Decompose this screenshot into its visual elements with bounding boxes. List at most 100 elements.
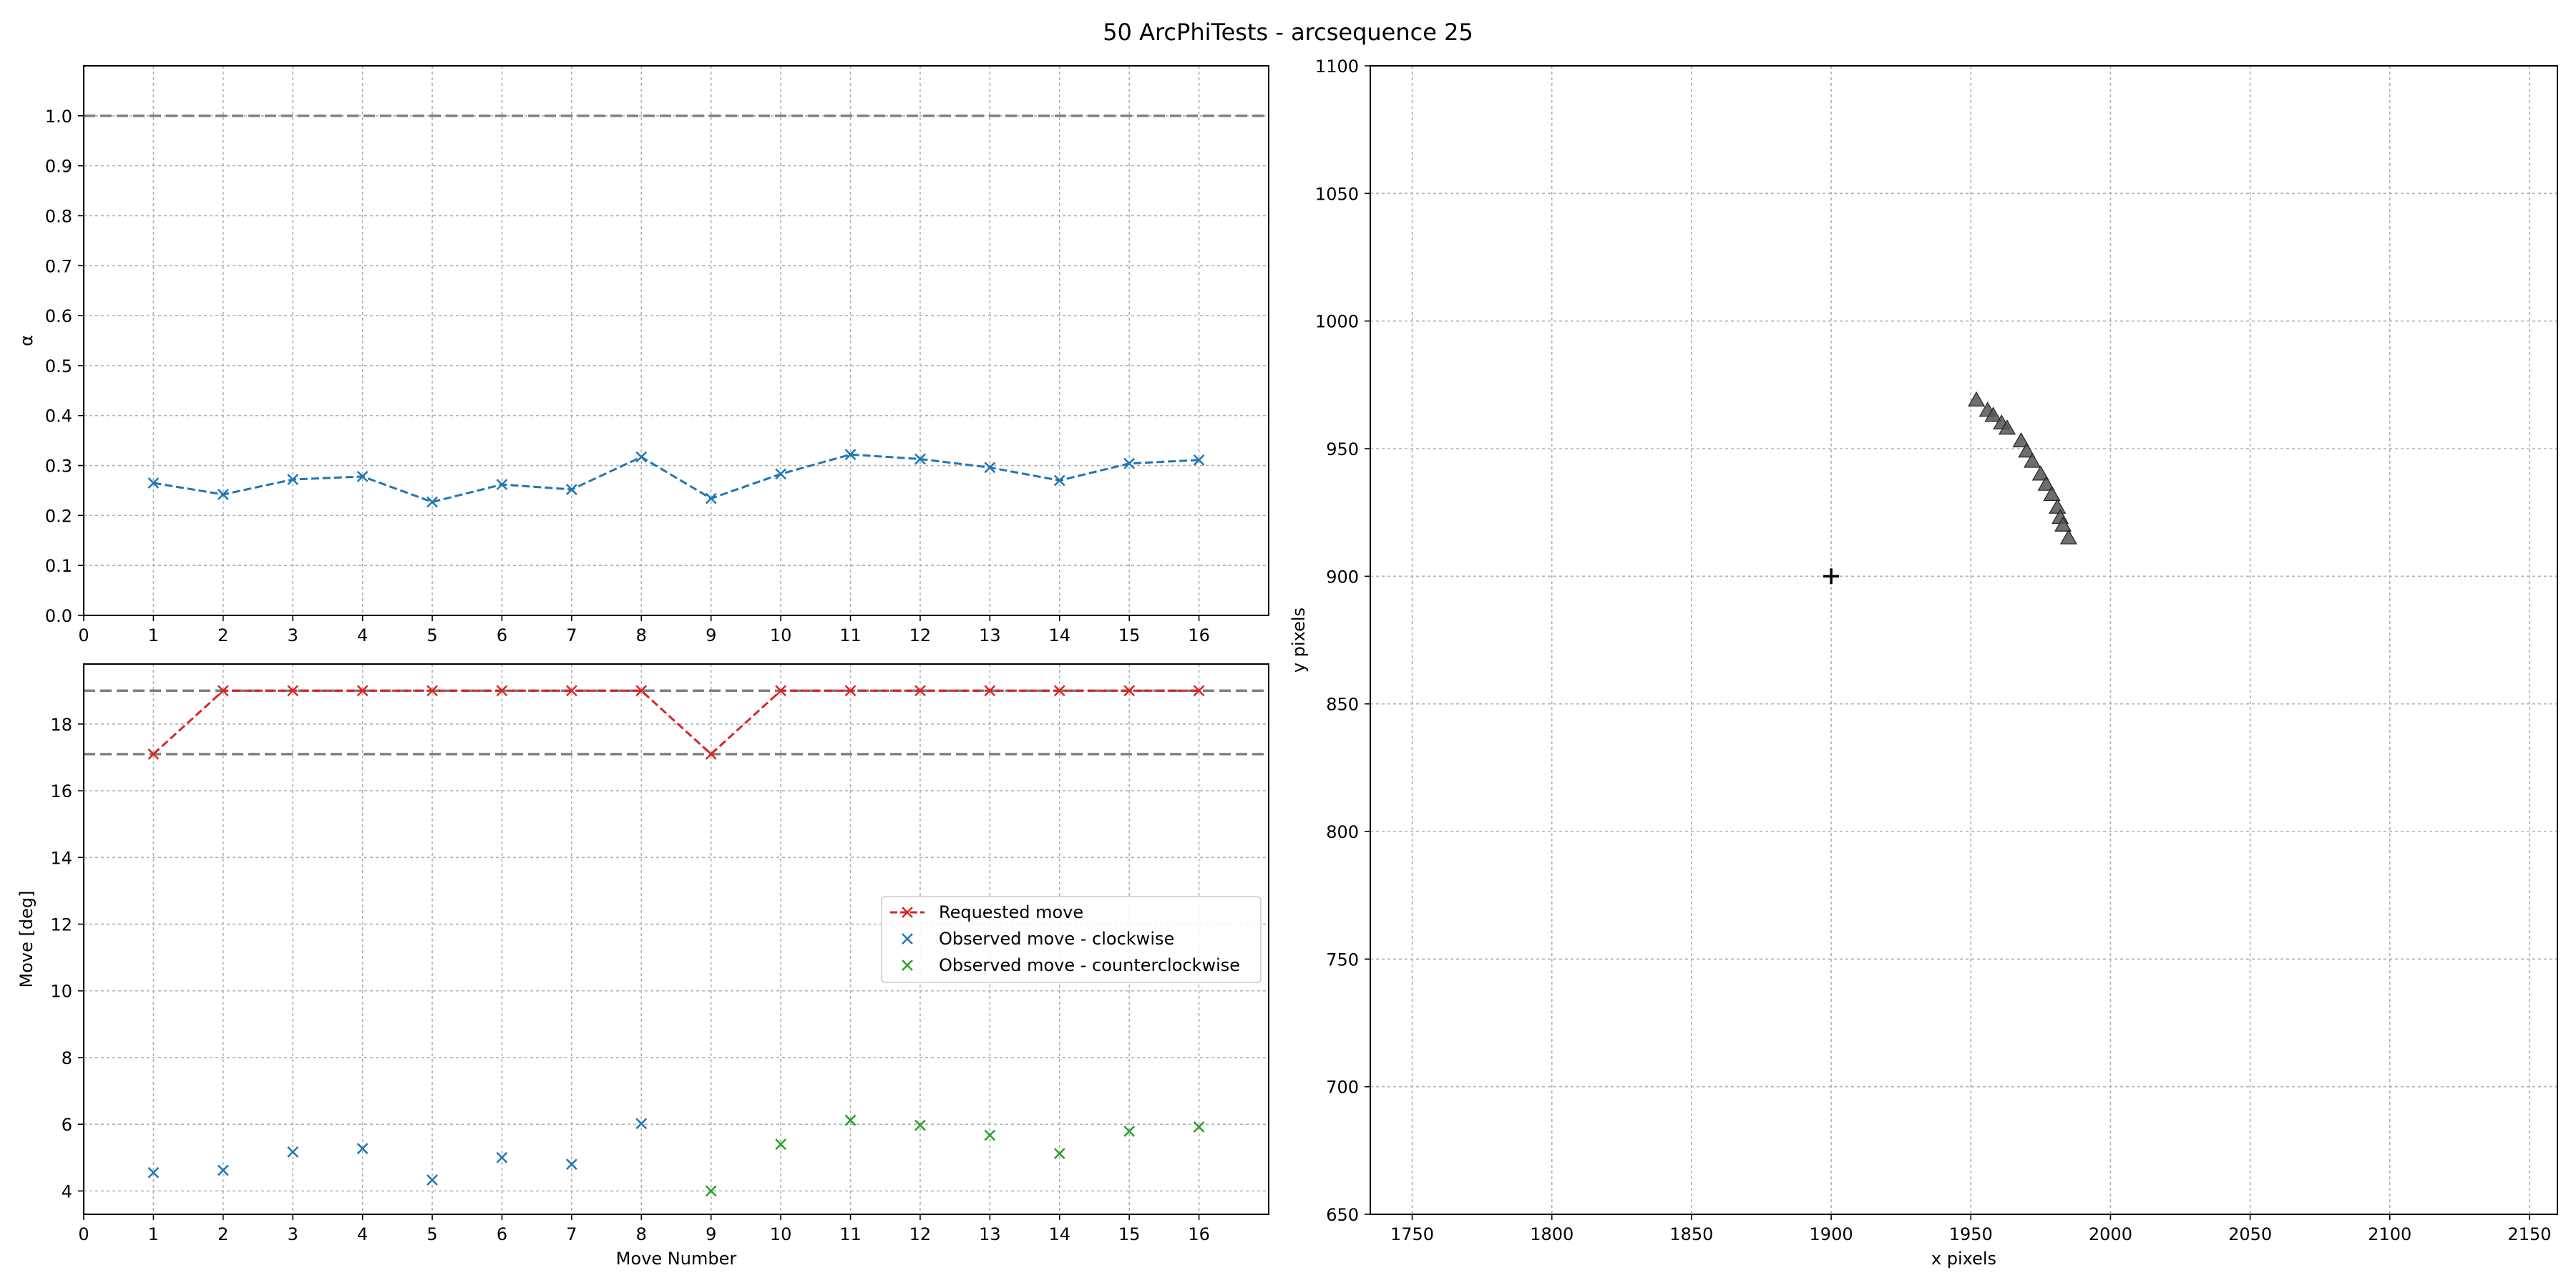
data-point bbox=[1193, 454, 1205, 466]
data-point bbox=[1968, 391, 1986, 407]
x-tick-label: 14 bbox=[1048, 1224, 1070, 1244]
chart-panel-3: 1750 1800 1850 1900 1950 2000 2050 2100 2150 650 7… bbox=[1289, 57, 2558, 1269]
data-point bbox=[635, 451, 648, 463]
x-tick-label: 1950 bbox=[1949, 1224, 1993, 1244]
axes-frame bbox=[83, 663, 1269, 1215]
x-tick-label: 2 bbox=[218, 625, 228, 645]
x-tick-label: 2150 bbox=[2507, 1224, 2551, 1244]
y-tick-label: 18 bbox=[50, 715, 72, 735]
series-line bbox=[152, 689, 1199, 756]
data-point bbox=[844, 1114, 857, 1126]
data-point bbox=[705, 492, 717, 504]
data-point bbox=[147, 748, 160, 760]
y-tick-label: 0.3 bbox=[45, 457, 72, 477]
series-1 bbox=[1968, 391, 2077, 545]
y-tick-label: 1000 bbox=[1315, 312, 1359, 332]
y-tick-label: 850 bbox=[1326, 695, 1359, 715]
data-point bbox=[1984, 406, 2002, 422]
data-point bbox=[496, 1151, 508, 1163]
x-tick-label: 7 bbox=[566, 625, 577, 645]
y-axis-label: Move [deg] bbox=[16, 891, 36, 988]
x-tick-label: 10 bbox=[770, 625, 792, 645]
y-tick-label: 950 bbox=[1326, 439, 1359, 459]
data-point bbox=[914, 1119, 926, 1131]
data-point bbox=[775, 468, 787, 480]
y-tick-label: 0.7 bbox=[45, 256, 72, 276]
data-point bbox=[2018, 442, 2036, 458]
series-2 bbox=[147, 1118, 648, 1186]
legend-marker bbox=[902, 907, 913, 918]
x-tick-label: 1850 bbox=[1669, 1224, 1713, 1244]
x-tick-label: 12 bbox=[909, 625, 932, 645]
data-point bbox=[217, 1164, 229, 1176]
data-point bbox=[2024, 452, 2041, 468]
x-tick-label: 3 bbox=[288, 625, 298, 645]
data-point bbox=[635, 685, 648, 697]
data-point bbox=[565, 1158, 577, 1170]
data-point bbox=[287, 685, 299, 697]
y-tick-label: 0.1 bbox=[45, 556, 72, 576]
data-point bbox=[1053, 1148, 1065, 1160]
y-axis-label: y pixels bbox=[1289, 608, 1309, 673]
y-tick-label: 0.8 bbox=[45, 206, 72, 226]
data-point bbox=[844, 449, 857, 461]
y-tick-label: 1100 bbox=[1315, 57, 1359, 77]
y-tick-label: 0.0 bbox=[45, 606, 72, 626]
x-tick-label: 4 bbox=[357, 625, 368, 645]
y-tick-label: 0.2 bbox=[45, 506, 72, 526]
y-tick-label: 8 bbox=[62, 1048, 72, 1068]
y-tick-label: 1050 bbox=[1315, 184, 1359, 204]
data-point bbox=[2049, 498, 2067, 514]
series-line bbox=[153, 453, 1199, 504]
data-point bbox=[426, 685, 438, 697]
data-point bbox=[914, 685, 926, 697]
y-tick-label: 700 bbox=[1326, 1078, 1359, 1098]
legend-label: Observed move - clockwise bbox=[939, 929, 1174, 949]
data-point bbox=[2031, 465, 2049, 481]
legend-label: Requested move bbox=[939, 902, 1083, 922]
data-point bbox=[356, 685, 369, 697]
y-tick-label: 12 bbox=[50, 915, 72, 935]
data-point bbox=[2043, 485, 2061, 502]
data-point bbox=[2037, 475, 2055, 491]
x-tick-label: 5 bbox=[426, 625, 437, 645]
data-point bbox=[914, 453, 926, 465]
data-point bbox=[2054, 516, 2072, 532]
figure-title: 50 ArcPhiTests - arcsequence 25 bbox=[1103, 19, 1473, 46]
series-3 bbox=[705, 1114, 1205, 1197]
x-tick-label: 0 bbox=[78, 625, 89, 645]
y-tick-label: 0.6 bbox=[45, 306, 72, 326]
data-point bbox=[217, 489, 229, 500]
legend-box bbox=[881, 896, 1262, 983]
x-tick-label: 12 bbox=[909, 1224, 932, 1244]
x-tick-label: 2 bbox=[218, 1224, 228, 1244]
x-tick-label: 16 bbox=[1188, 1224, 1210, 1244]
y-tick-label: 16 bbox=[50, 781, 72, 801]
x-tick-label: 2000 bbox=[2089, 1224, 2132, 1244]
legend-marker bbox=[902, 960, 913, 971]
data-point bbox=[426, 1174, 438, 1186]
data-point bbox=[496, 479, 508, 490]
data-point bbox=[147, 1166, 160, 1179]
x-tick-label: 9 bbox=[706, 1224, 716, 1244]
x-tick-label: 9 bbox=[706, 625, 716, 645]
x-tick-label: 2100 bbox=[2368, 1224, 2411, 1244]
data-point bbox=[1123, 1126, 1136, 1137]
x-tick-label: 1 bbox=[148, 625, 159, 645]
data-point bbox=[217, 685, 229, 697]
data-point bbox=[705, 748, 717, 760]
data-point bbox=[984, 685, 996, 697]
x-tick-label: 6 bbox=[497, 625, 507, 645]
series-1 bbox=[147, 449, 1205, 508]
x-tick-label: 14 bbox=[1048, 625, 1070, 645]
data-point bbox=[705, 1185, 717, 1197]
legend: Requested move Observed move - clockwise O… bbox=[881, 896, 1262, 983]
series-1 bbox=[147, 685, 1205, 760]
x-tick-label: 5 bbox=[426, 1224, 437, 1244]
data-point bbox=[1193, 685, 1205, 697]
x-axis-label: x pixels bbox=[1931, 1249, 1996, 1269]
y-tick-label: 10 bbox=[50, 982, 72, 1002]
x-tick-label: 11 bbox=[839, 1224, 862, 1244]
axes-frame bbox=[1370, 65, 2558, 1215]
